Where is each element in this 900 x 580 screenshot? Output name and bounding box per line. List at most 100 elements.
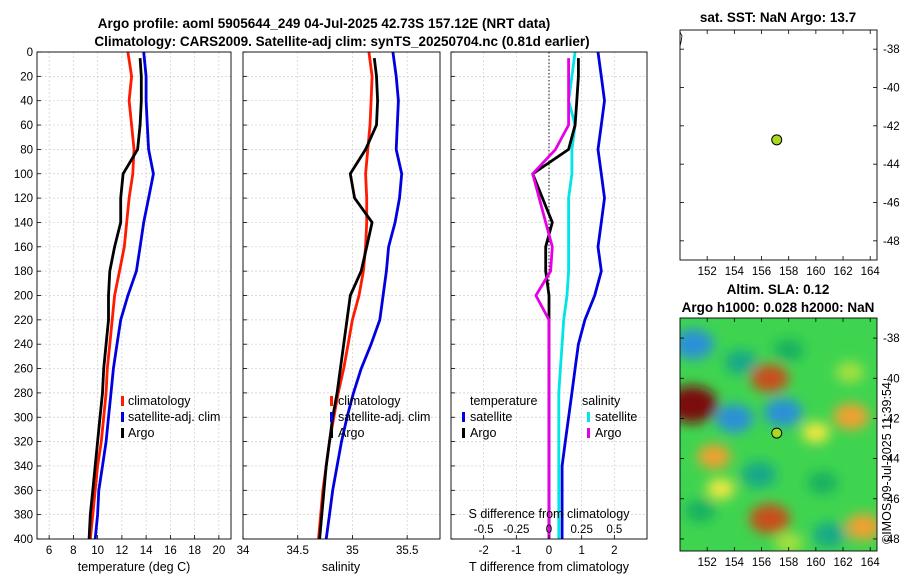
depth-tick-label: 60 [20, 120, 33, 132]
map-lat-label: -38 [883, 44, 900, 56]
depth-tick-label: 220 [14, 315, 33, 327]
salinity-xlabel: salinity [322, 560, 361, 574]
x-tick-label: 14 [140, 545, 153, 557]
sla-title-line1: Altim. SLA: 0.12 [727, 282, 830, 297]
map-lon-label: 152 [698, 557, 717, 569]
salinity-panel: 34 34.5 35 35.5 salinity climatology satell… [237, 51, 441, 574]
legend-swatch-t-argo [462, 428, 465, 438]
temperature-legend: climatology satellite-adj. clim Argo [121, 394, 220, 440]
sla-title-line2: Argo h1000: 0.028 h2000: NaN [682, 300, 875, 315]
sla-feature [812, 522, 847, 548]
legend-swatch-climatology [121, 396, 124, 406]
argo-float-marker [771, 134, 783, 146]
series-s-argo [531, 58, 570, 539]
depth-tick-label: 120 [14, 193, 33, 205]
depth-tick-label: 400 [14, 534, 33, 546]
legend-swatch-satellite [121, 412, 124, 422]
legend-swatch-satellite [330, 412, 333, 422]
series-t-argo [531, 58, 580, 539]
series-satellite-adj-clim [324, 52, 404, 539]
legend-swatch-argo [330, 428, 333, 438]
x-tick-label: 34.5 [287, 545, 309, 557]
depth-tick-label: 40 [20, 96, 33, 108]
depth-tick-label: 380 [14, 510, 33, 522]
s-tick-label: 0.5 [606, 524, 622, 536]
legend-label-climatology: climatology [128, 394, 191, 408]
x-tick-label: 2 [611, 545, 617, 557]
series-argo [318, 57, 380, 539]
legend-title-salinity: salinity [582, 394, 621, 408]
map-lon-label: 162 [833, 557, 852, 569]
sla-feature [835, 361, 864, 383]
sst-map-title: sat. SST: NaN Argo: 13.7 [700, 10, 856, 25]
coastline [679, 31, 683, 47]
x-tick-label: 12 [115, 545, 128, 557]
map-lat-label: -46 [883, 494, 900, 506]
depth-tick-label: 20 [20, 71, 33, 83]
x-tick-label: 8 [70, 545, 76, 557]
sla-map-panel: Altim. SLA: 0.12 Argo h1000: 0.028 h2000… [679, 282, 900, 569]
temperature-xlabel: temperature (deg C) [78, 560, 191, 574]
series-climatology [88, 52, 136, 539]
title-line1: Argo profile: aoml 5905644_249 04-Jul-20… [98, 16, 550, 31]
map-lon-label: 160 [806, 266, 825, 278]
s-tick-label: 0.25 [570, 524, 592, 536]
depth-tick-label: 0 [27, 47, 33, 59]
argo-float-marker [771, 427, 783, 439]
map-lon-label: 154 [725, 266, 745, 278]
t-difference-xlabel: T difference from climatology [469, 560, 630, 574]
map-lon-label: 158 [779, 557, 798, 569]
map-lon-label: 162 [833, 266, 852, 278]
imos-watermark: ©IMOS 09-Jul-2025 11:39:54 [880, 382, 894, 544]
sla-feature [764, 398, 803, 427]
map-lat-label: -48 [883, 534, 900, 546]
sla-feature [724, 349, 758, 375]
sla-feature [740, 461, 777, 488]
x-tick-label: 10 [91, 545, 104, 557]
s-difference-label: S difference from climatology [469, 507, 631, 521]
legend-label-argo: Argo [128, 426, 154, 440]
map-lat-label: -48 [883, 236, 900, 248]
sla-feature [685, 499, 716, 523]
depth-tick-label: 200 [14, 291, 33, 303]
title-line2: Climatology: CARS2009. Satellite-adj cli… [94, 34, 589, 49]
depth-tick-label: 340 [14, 461, 33, 473]
legend-label-climatology: climatology [338, 394, 401, 408]
map-lon-label: 156 [752, 266, 771, 278]
map-lat-label: -46 [883, 198, 900, 210]
legend-swatch-t-satellite [462, 412, 465, 422]
series-argo [87, 58, 143, 539]
depth-tick-label: 360 [14, 485, 33, 497]
x-tick-label: -2 [479, 545, 489, 557]
map-lat-label: -40 [883, 83, 900, 95]
depth-tick-label: 80 [20, 144, 33, 156]
map-lon-label: 156 [752, 557, 771, 569]
map-lat-label: -44 [883, 159, 900, 171]
sla-feature [833, 403, 870, 430]
map-lon-label: 160 [806, 557, 825, 569]
x-tick-label: -1 [511, 545, 521, 557]
sla-feature [773, 338, 804, 362]
legend-label-s-argo: Argo [595, 426, 621, 440]
x-tick-label: 34 [237, 545, 250, 557]
sla-feature [680, 385, 718, 424]
legend-swatch-argo [121, 428, 124, 438]
depth-tick-label: 160 [14, 242, 33, 254]
legend-title-temperature: temperature [470, 394, 537, 408]
sla-feature [749, 503, 791, 534]
legend-label-satellite: satellite-adj. clim [338, 410, 430, 424]
x-tick-label: 18 [188, 545, 201, 557]
temperature-panel: 0 20 40 60 80 100 120 140 160 180 200 220 240 260 280 3… [14, 47, 232, 574]
x-tick-label: 20 [212, 545, 225, 557]
map-lat-label: -44 [883, 454, 900, 466]
depth-tick-label: 180 [14, 266, 33, 278]
sla-feature [697, 444, 731, 469]
map-lat-label: -38 [883, 333, 900, 345]
sla-map-frame [679, 317, 878, 552]
x-tick-label: 35 [346, 545, 359, 557]
sla-feature [807, 471, 838, 495]
x-tick-label: 35.5 [396, 545, 418, 557]
series-t-satellite [560, 52, 606, 539]
depth-tick-label: 300 [14, 412, 33, 424]
difference-legend: temperature satellite Argo salinity sate… [462, 394, 637, 440]
